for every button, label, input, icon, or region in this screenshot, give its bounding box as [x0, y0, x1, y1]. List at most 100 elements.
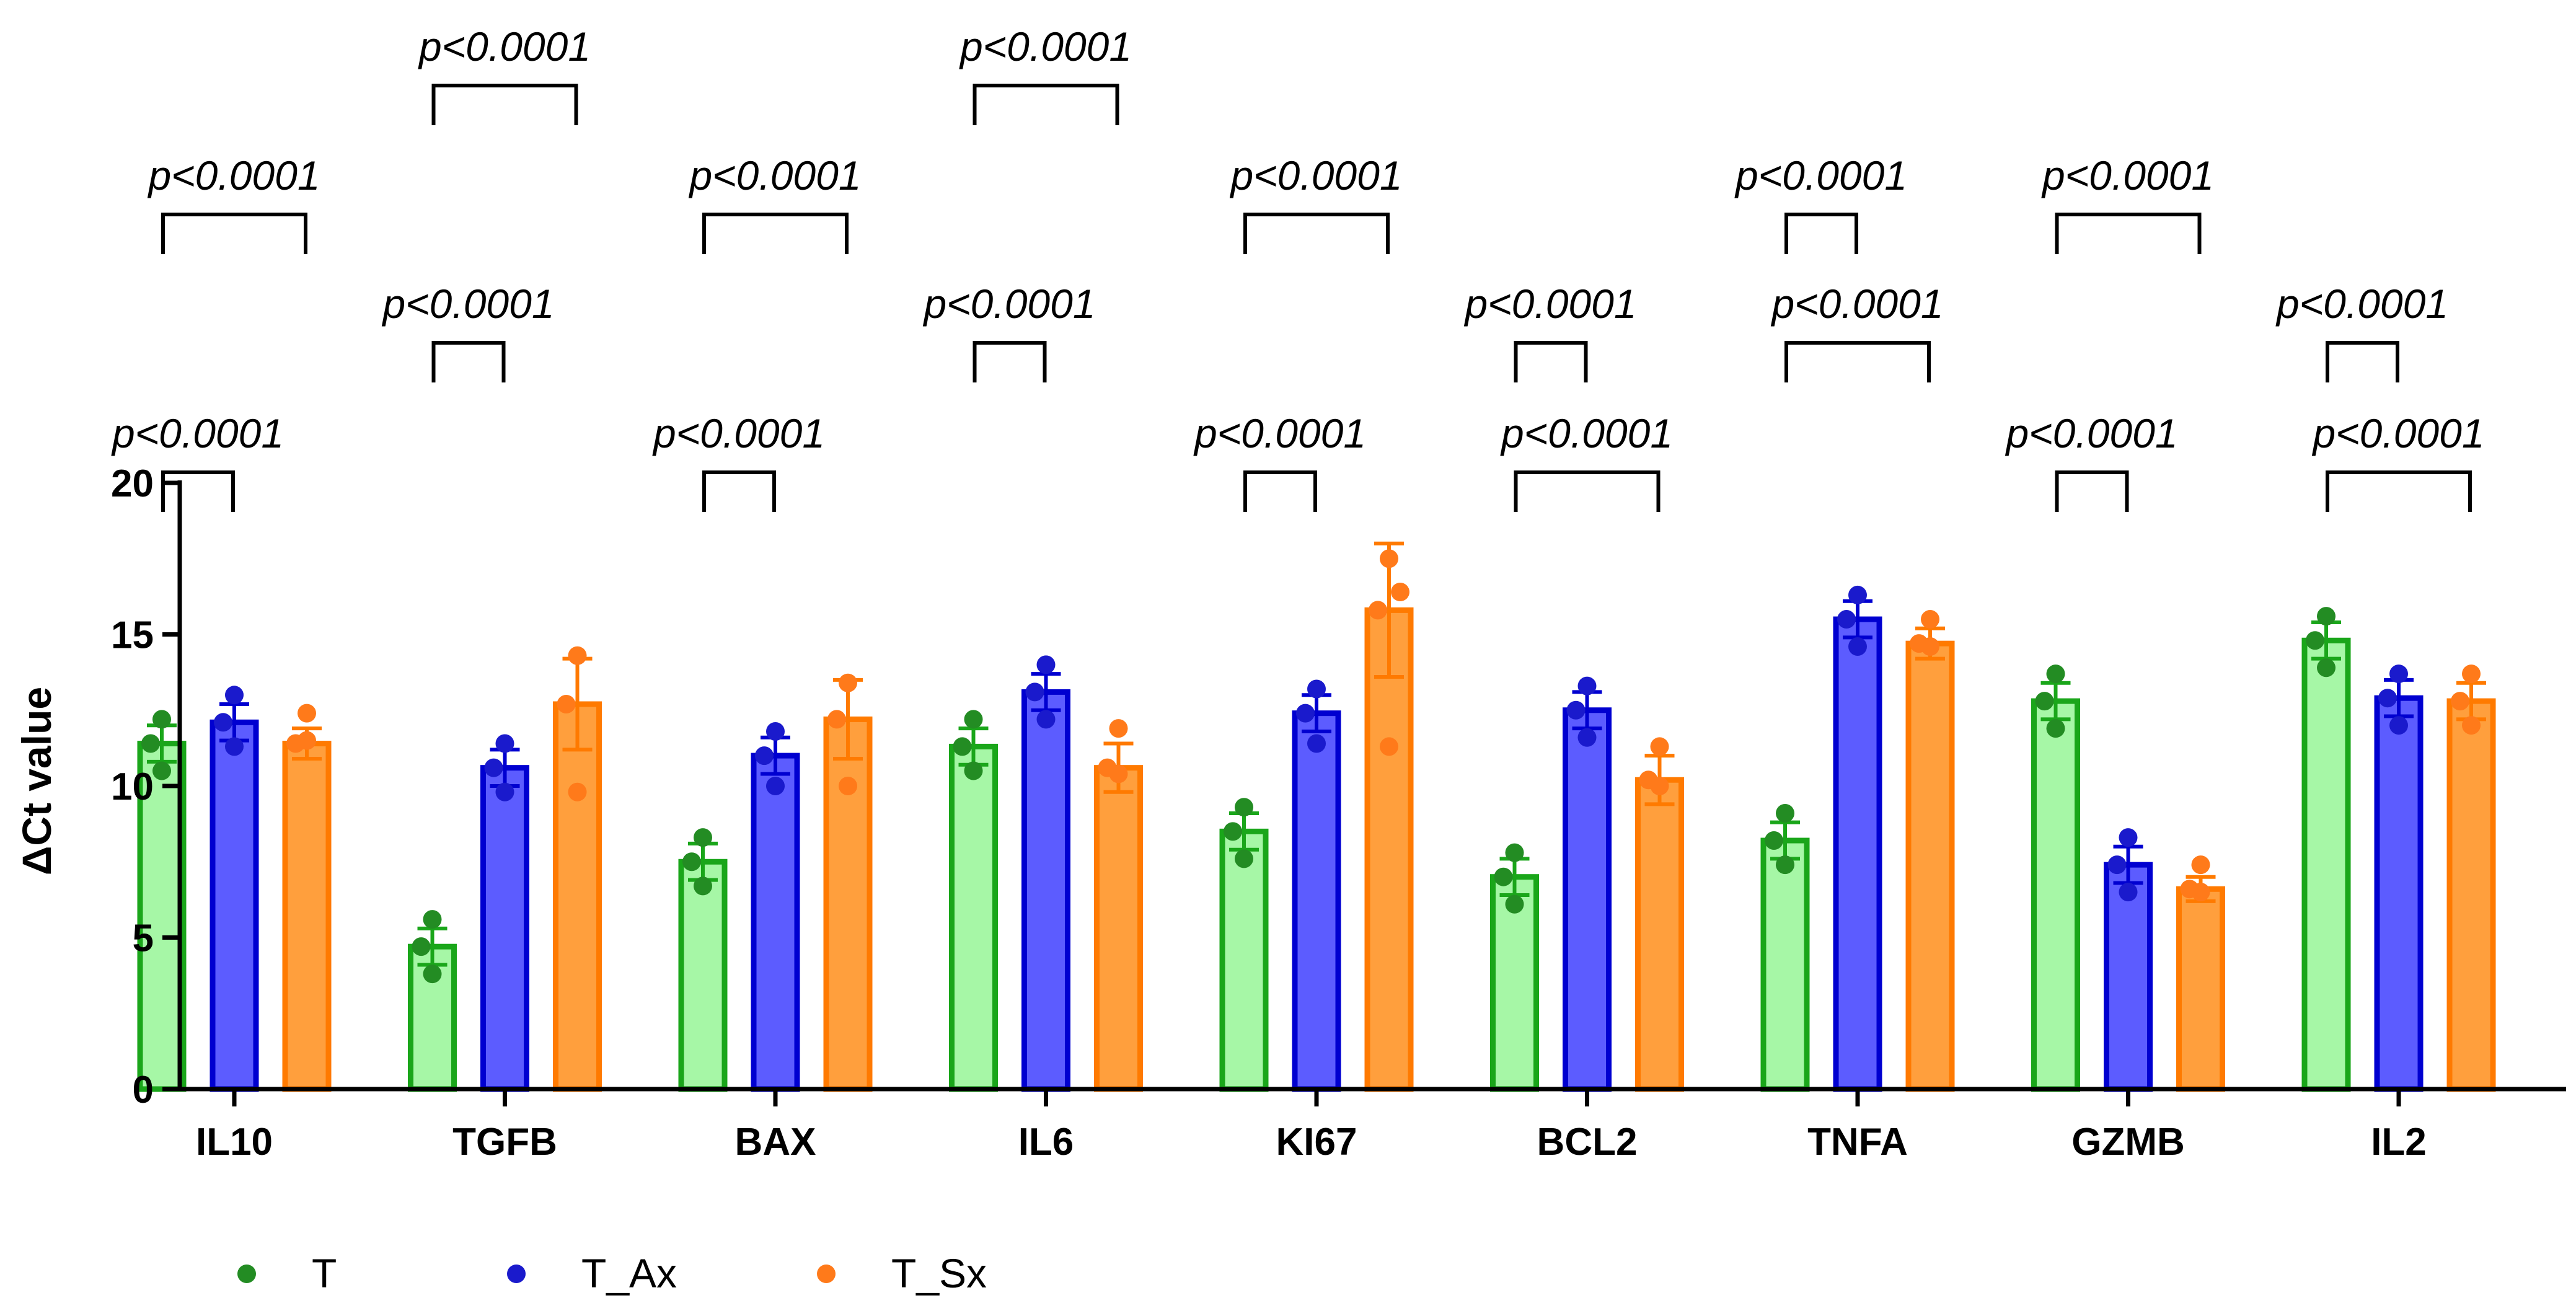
bar: [1219, 828, 1269, 1092]
data-point: [1369, 601, 1387, 620]
data-point: [152, 710, 171, 729]
p-value-label: p<0.0001: [1193, 410, 1366, 456]
significance-brackets: p<0.0001 p<0.0001 p<0.0001 p<0.0001 p<0.0001…: [111, 24, 2485, 512]
p-value-label: p<0.0001: [1463, 281, 1636, 327]
data-point: [2107, 855, 2127, 875]
data-point: [152, 761, 171, 780]
data-point: [1036, 655, 1056, 674]
significance-bracket: [1784, 341, 1931, 382]
p-value-label: p<0.0001: [2275, 281, 2448, 327]
significance-bracket: [431, 84, 578, 125]
data-point: [2317, 607, 2336, 626]
bar: [137, 741, 187, 1092]
data-point: [2317, 658, 2336, 678]
p-value-label: p<0.0001: [652, 410, 825, 456]
p-value-label: p<0.0001: [2311, 410, 2484, 456]
data-point: [2462, 716, 2481, 735]
data-point: [2378, 689, 2397, 708]
y-axis-label: ΔCt value: [14, 687, 60, 875]
data-point: [1109, 764, 1128, 784]
y-tick-label: 20: [111, 462, 154, 505]
significance-bracket: [1784, 213, 1858, 254]
data-point: [495, 734, 514, 753]
data-point: [2119, 883, 2138, 902]
data-point: [2191, 883, 2210, 902]
p-value-label: p<0.0001: [2041, 152, 2214, 198]
data-point: [1848, 637, 1867, 656]
x-tick-label: IL10: [196, 1121, 273, 1163]
significance-bracket: [1243, 470, 1317, 512]
data-point: [839, 673, 857, 692]
significance-bracket: [2055, 470, 2129, 512]
data-point: [141, 734, 160, 753]
data-point: [755, 746, 774, 766]
x-tick-label: BAX: [735, 1121, 816, 1163]
data-point: [2306, 631, 2324, 650]
data-point: [1025, 682, 1044, 702]
legend-label: T_Ax: [581, 1250, 677, 1296]
data-point: [412, 937, 431, 956]
data-point: [495, 782, 514, 801]
bar: [2031, 698, 2080, 1092]
bar: [480, 765, 529, 1092]
bar: [1833, 616, 1882, 1092]
p-value-label: p<0.0001: [2005, 410, 2177, 456]
data-point: [225, 737, 244, 756]
legend-marker: [507, 1265, 526, 1283]
data-point: [1296, 704, 1315, 723]
data-point: [568, 646, 587, 665]
data-point: [1235, 798, 1253, 817]
data-point: [1235, 849, 1253, 868]
legend: T T_Ax T_Sx: [237, 1250, 987, 1296]
p-value-label: p<0.0001: [959, 24, 1132, 69]
data-point: [766, 722, 785, 741]
y-tick-label: 5: [133, 917, 154, 960]
significance-bracket: [702, 470, 776, 512]
p-value-label: p<0.0001: [418, 24, 591, 69]
bar: [2374, 695, 2424, 1092]
data-point: [2119, 828, 2138, 847]
data-point: [1307, 679, 1326, 699]
data-point: [1848, 585, 1867, 604]
bar: [1021, 689, 1070, 1092]
bar: [2176, 886, 2225, 1092]
p-value-label: p<0.0001: [922, 281, 1095, 327]
data-point: [1036, 710, 1056, 729]
data-point: [2389, 664, 2408, 684]
significance-bracket: [2326, 470, 2472, 512]
significance-bracket: [973, 84, 1119, 125]
data-point: [1380, 737, 1398, 756]
significance-bracket: [973, 341, 1047, 382]
data-point: [1391, 583, 1409, 602]
x-tick-label: GZMB: [2071, 1121, 2185, 1163]
bar: [2301, 637, 2351, 1092]
significance-bracket: [2055, 213, 2202, 254]
data-point: [1765, 831, 1783, 850]
data-point: [766, 777, 785, 795]
data-point: [953, 737, 972, 756]
x-tick-label: KI67: [1276, 1121, 1357, 1163]
data-point: [1837, 610, 1856, 629]
data-point: [1505, 894, 1524, 914]
data-point: [964, 710, 983, 729]
x-tick-label: BCL2: [1537, 1121, 1638, 1163]
y-tick-label: 15: [111, 614, 154, 657]
bar: [282, 741, 332, 1092]
x-tick-label: TGFB: [452, 1121, 557, 1163]
data-point: [2191, 855, 2210, 875]
data-point: [1650, 777, 1669, 795]
bar: [949, 743, 998, 1092]
data-point: [1224, 822, 1242, 841]
data-point: [557, 694, 576, 713]
bar: [823, 716, 873, 1092]
bar: [1094, 765, 1143, 1092]
y-tick-label: 10: [111, 766, 154, 808]
bar: [553, 701, 602, 1092]
bars: [137, 541, 2496, 1092]
p-value-label: p<0.0001: [1734, 152, 1907, 198]
data-point: [225, 686, 244, 705]
data-point: [2451, 692, 2469, 711]
x-tick-label: TNFA: [1807, 1121, 1908, 1163]
bar: [678, 859, 728, 1092]
